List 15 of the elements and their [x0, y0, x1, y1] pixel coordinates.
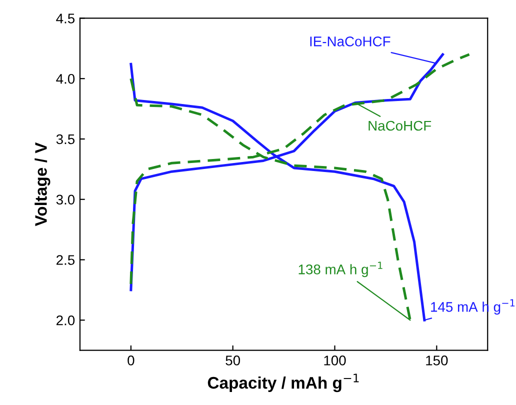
y-tick-label: 2.5: [56, 255, 75, 265]
annotation: NaCoHCF: [368, 120, 432, 131]
y-tick-label: 3.5: [56, 134, 75, 144]
x-tick-label: 0: [128, 356, 134, 366]
x-axis-title: Capacity / mAh g$^{−1}$: [208, 374, 359, 392]
y-axis-title: Voltage / V: [34, 142, 50, 226]
x-tick-label: 100: [324, 356, 346, 366]
annotation: IE-NaCoHCF: [310, 36, 390, 46]
y-tick-label: 4.5: [56, 14, 75, 24]
x-tick-label: 150: [426, 356, 448, 366]
y-tick-label: 4.0: [56, 74, 75, 84]
x-tick-label: 50: [226, 356, 240, 366]
annotation: 138 mA h g$^{−1}$: [298, 262, 382, 278]
y-tick-label: 3.0: [56, 194, 75, 205]
y-tick-label: 2.0: [56, 315, 75, 326]
